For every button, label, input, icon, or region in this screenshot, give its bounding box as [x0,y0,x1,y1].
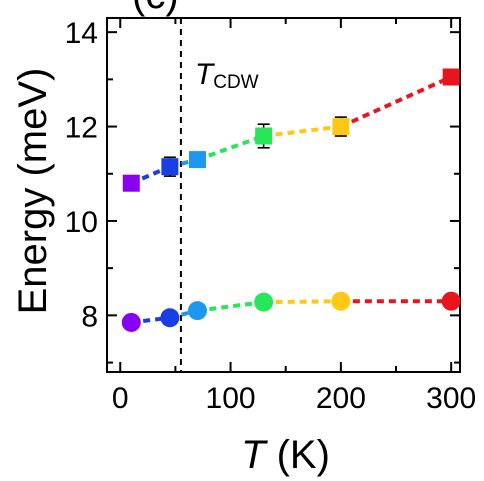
y-tick-label: 12 [65,112,98,145]
square-series-segment [196,134,265,162]
tcdw-label: TCDW [195,58,259,93]
panel-label: (c) [132,0,179,17]
x-axis-unit: (K) [266,433,330,477]
x-tick-label: 200 [316,382,366,415]
tcdw-annotation: TCDW [179,18,259,372]
square-series-segment [263,124,342,138]
circle-point [441,291,461,311]
circle-point [160,308,180,328]
plot-frame [106,17,461,373]
y-tick-label: 8 [81,300,98,333]
y-tick-label: 14 [65,17,98,50]
square-point [188,151,206,169]
circle-point [187,301,207,321]
square-point [255,127,273,145]
x-tick-label: 0 [112,382,129,415]
x-axis-symbol: T [241,433,268,477]
tcdw-subscript: CDW [213,72,258,93]
circle-point [331,291,351,311]
series-lines [130,75,452,325]
circle-point [254,292,274,312]
square-point [442,68,460,86]
x-axis-label: T (K) [241,433,330,477]
y-axis-label: Energy (meV) [11,68,55,315]
square-point [161,158,179,176]
circle-series-segment [263,299,341,305]
data-markers [121,68,461,332]
y-tick-label: 10 [65,206,98,239]
x-tick-label: 100 [206,382,256,415]
square-series-segment [340,75,452,129]
axis-labels: T (K) Energy (meV) [11,68,330,477]
square-point [332,118,350,136]
x-tick-label: 300 [426,382,476,415]
axes: 0 100 200 300 8 10 12 14 [65,17,476,415]
circle-point [121,312,141,332]
square-point [122,174,140,192]
tcdw-symbol: T [195,58,216,91]
circle-series-segment [197,300,264,313]
